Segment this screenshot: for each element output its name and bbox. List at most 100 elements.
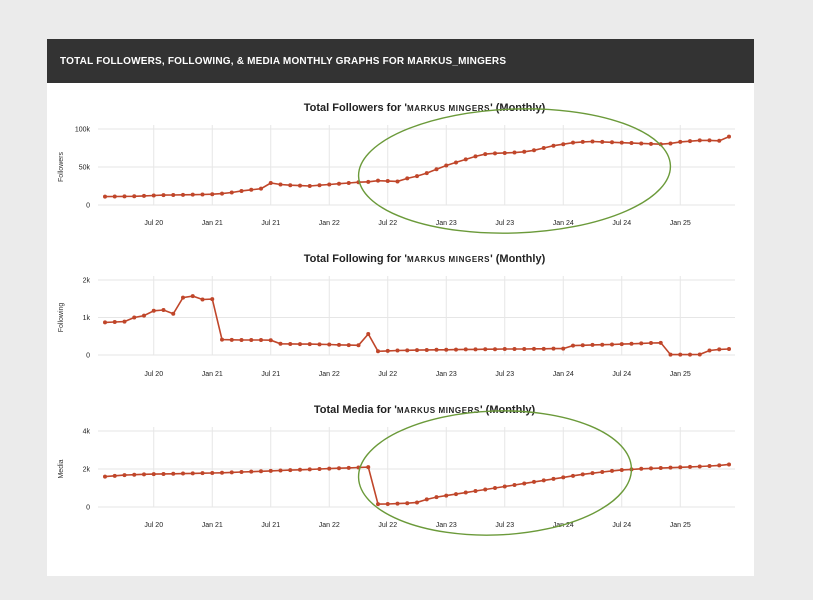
data-point <box>317 467 322 471</box>
data-point <box>473 154 478 159</box>
data-point <box>268 338 273 343</box>
data-point <box>376 178 380 183</box>
data-point <box>717 347 722 352</box>
data-point <box>151 308 156 313</box>
data-point <box>678 465 683 470</box>
data-point <box>385 501 390 506</box>
data-point <box>327 182 332 187</box>
data-point <box>239 338 244 342</box>
data-point <box>707 348 712 353</box>
data-point <box>161 193 166 198</box>
data-point <box>229 190 234 195</box>
data-point <box>405 176 410 181</box>
data-point <box>502 150 507 155</box>
data-point <box>697 464 702 469</box>
data-point <box>249 187 254 192</box>
series-line <box>104 295 730 356</box>
data-point <box>561 142 566 147</box>
card-header: TOTAL FOLLOWERS, FOLLOWING, & MEDIA MONT… <box>47 39 754 83</box>
data-point <box>288 341 293 346</box>
x-tick-label: Jul 22 <box>378 371 397 378</box>
data-point <box>405 348 410 353</box>
data-point <box>356 343 361 348</box>
data-point <box>415 348 419 353</box>
x-tick-label: Jul 23 <box>495 220 514 227</box>
data-point <box>522 347 527 351</box>
data-point <box>278 182 283 187</box>
x-tick-label: Jul 23 <box>495 522 514 529</box>
data-point <box>590 139 595 144</box>
data-point <box>395 179 400 184</box>
data-point <box>532 148 536 153</box>
data-point <box>220 337 224 342</box>
data-point <box>278 341 283 346</box>
data-point <box>600 342 605 347</box>
data-point <box>561 475 566 480</box>
data-point <box>346 343 351 348</box>
data-point <box>454 160 458 165</box>
data-point <box>512 482 517 487</box>
data-point <box>658 466 663 471</box>
data-point <box>151 472 156 477</box>
data-point <box>200 471 205 476</box>
data-point <box>171 192 176 197</box>
data-point <box>444 347 449 352</box>
data-point <box>619 342 624 347</box>
data-point <box>327 342 332 347</box>
data-point <box>229 337 234 342</box>
data-point <box>619 467 624 472</box>
data-point <box>532 479 536 484</box>
data-point <box>580 472 585 477</box>
data-point <box>727 134 731 139</box>
data-point <box>307 467 312 472</box>
x-tick-label: Jan 23 <box>436 371 457 378</box>
data-point <box>132 472 137 477</box>
data-point <box>181 471 185 476</box>
chart-title-name: MARKUS MINGERS <box>407 255 490 264</box>
data-point <box>610 342 614 347</box>
data-point <box>122 473 127 478</box>
chart-3: Total Media for 'MARKUS MINGERS' (Monthl… <box>58 404 735 536</box>
chart-title-suffix: ' (Monthly) <box>480 404 535 416</box>
y-tick-label: 0 <box>86 203 90 210</box>
data-point <box>678 139 683 144</box>
y-tick-label: 0 <box>86 505 90 512</box>
data-point <box>151 193 156 198</box>
y-axis-label: Following <box>58 303 65 333</box>
data-point <box>483 487 488 492</box>
data-point <box>717 463 722 468</box>
data-point <box>454 347 458 352</box>
data-point <box>337 342 341 347</box>
data-point <box>639 466 644 471</box>
highlight-ellipse <box>357 410 633 536</box>
data-point <box>454 492 458 497</box>
data-point <box>424 497 429 502</box>
data-point <box>112 473 117 478</box>
data-point <box>629 141 634 146</box>
data-point <box>190 294 195 299</box>
data-point <box>434 347 439 352</box>
x-tick-label: Jul 24 <box>612 522 631 529</box>
y-tick-label: 4k <box>83 429 91 436</box>
data-point <box>610 140 614 145</box>
data-point <box>561 346 566 351</box>
x-tick-label: Jul 22 <box>378 522 397 529</box>
card-header-title: TOTAL FOLLOWERS, FOLLOWING, & MEDIA MONT… <box>60 55 507 67</box>
data-point <box>268 180 273 185</box>
data-point <box>688 352 692 357</box>
data-point <box>171 311 176 316</box>
data-point <box>473 489 478 494</box>
data-point <box>463 157 468 162</box>
data-point <box>424 171 429 176</box>
chart-title-name: MARKUS MINGERS <box>407 104 490 113</box>
data-point <box>337 466 341 471</box>
chart-1: Total Followers for 'MARKUS MINGERS' (Mo… <box>58 102 735 234</box>
data-point <box>629 341 634 346</box>
data-point <box>688 139 692 144</box>
data-point <box>658 340 663 345</box>
highlight-ellipse <box>357 108 672 234</box>
data-point <box>395 501 400 506</box>
chart-title: Total Media for 'MARKUS MINGERS' (Monthl… <box>314 404 536 416</box>
data-point <box>639 141 644 146</box>
data-point <box>590 342 595 347</box>
